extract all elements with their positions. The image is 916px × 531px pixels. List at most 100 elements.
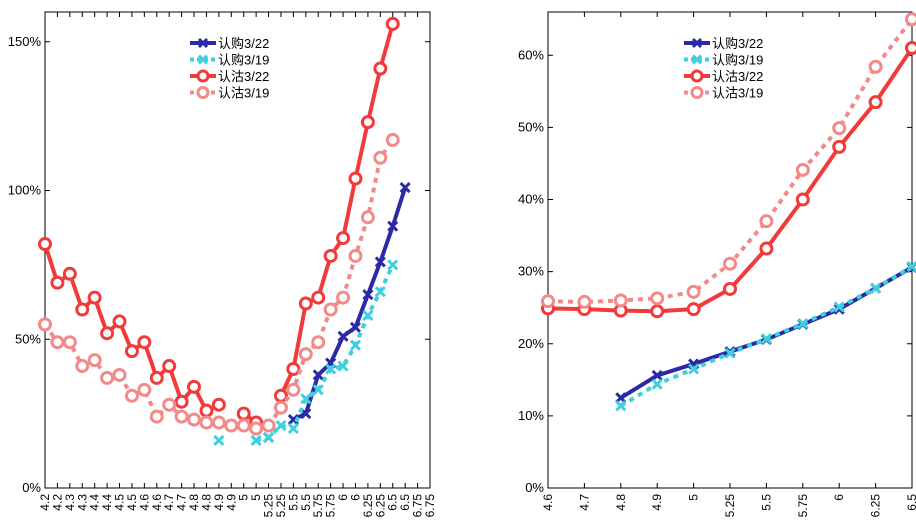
y-tick-label: 20%: [518, 336, 544, 351]
series-line: [43, 138, 395, 431]
data-point: [723, 281, 737, 296]
legend-label: 认购3/19: [218, 53, 269, 68]
data-point: [38, 317, 52, 332]
data-point: [905, 12, 916, 27]
data-point: [760, 333, 772, 345]
x-tick-label: 5: [237, 494, 251, 501]
data-point: [137, 382, 152, 397]
legend-label: 认沽3/22: [712, 69, 763, 84]
data-point: [312, 369, 324, 381]
x-tick-label: 5.75: [796, 494, 810, 518]
y-tick-label: 60%: [518, 47, 544, 62]
legend-label: 认沽3/19: [218, 86, 269, 101]
data-point: [323, 248, 338, 263]
data-point: [613, 293, 628, 308]
data-point: [373, 61, 388, 76]
data-point: [349, 321, 362, 333]
data-point: [162, 397, 177, 412]
x-tick-label: 5.75: [311, 494, 325, 518]
x-tick-label: 6: [348, 494, 362, 501]
data-point: [112, 314, 127, 329]
data-point: [174, 409, 189, 424]
data-point: [387, 259, 399, 271]
data-point: [112, 367, 127, 382]
data-point: [287, 422, 299, 435]
data-point: [870, 282, 882, 294]
data-point: [300, 393, 312, 405]
data-point: [349, 339, 362, 351]
series-3: [541, 12, 916, 309]
x-tick-label: 6.75: [411, 494, 425, 518]
data-point: [298, 347, 313, 362]
x-tick-label: 5: [249, 494, 263, 501]
series-line: [279, 23, 395, 397]
x-tick-label: 6: [832, 494, 846, 501]
data-point: [337, 330, 349, 342]
data-point: [650, 291, 665, 306]
data-point: [87, 353, 102, 368]
data-point: [38, 237, 52, 252]
data-point: [373, 150, 388, 165]
legend-marker: [690, 69, 704, 83]
data-point: [336, 290, 351, 305]
data-point: [174, 394, 189, 409]
data-point: [249, 421, 264, 436]
x-tick-label: 4.9: [650, 494, 664, 511]
y-tick-label: 0%: [525, 480, 544, 495]
data-point: [250, 434, 262, 446]
y-tick-label: 0%: [22, 480, 41, 495]
series-line: [255, 264, 395, 443]
data-point: [298, 296, 313, 311]
x-tick-label: 4.6: [150, 494, 164, 511]
x-tick-label: 5.5: [286, 494, 300, 511]
x-tick-label: 4.5: [113, 494, 127, 511]
y-tick-label: 10%: [518, 408, 544, 423]
data-point: [360, 210, 375, 225]
y-tick-label: 100%: [8, 183, 42, 198]
data-point: [385, 132, 400, 147]
data-point: [162, 359, 177, 374]
data-point: [399, 181, 411, 194]
data-point: [348, 171, 363, 186]
legend-label: 认沽3/22: [218, 69, 269, 84]
series-line: [619, 264, 914, 408]
data-point: [832, 139, 847, 154]
data-point: [686, 284, 701, 299]
y-tick-label: 150%: [8, 34, 42, 49]
data-point: [149, 370, 164, 385]
x-tick-label: 4.7: [175, 494, 189, 511]
data-point: [149, 409, 164, 424]
data-point: [75, 359, 90, 374]
data-point: [795, 162, 810, 177]
x-tick-label: 4.8: [199, 494, 213, 511]
y-tick-label: 50%: [518, 119, 544, 134]
x-tick-label: 4.3: [75, 494, 89, 511]
x-tick-label: 4.7: [162, 494, 176, 511]
legend-marker: [197, 37, 209, 49]
chart-right-strike-iv: 0% 10% 20% 30% 40% 50% 60% 4.6 4.7 4.8 4.9 5 5.25 5.5…: [518, 11, 916, 518]
x-tick-label: 4.2: [50, 494, 64, 511]
data-point: [236, 406, 251, 421]
data-point: [651, 378, 663, 390]
data-point: [868, 95, 883, 110]
data-point: [832, 121, 847, 136]
x-tick-label: 4.5: [125, 494, 139, 511]
data-point: [577, 294, 592, 309]
legend-label: 认购3/19: [712, 53, 763, 68]
x-tick-label: 4.9: [224, 494, 238, 511]
x-tick-label: 5: [687, 494, 701, 501]
legend-marker: [691, 37, 703, 49]
data-point: [833, 301, 845, 313]
data-point: [723, 256, 737, 271]
x-tick-label: 4.9: [212, 494, 226, 511]
data-point: [50, 275, 65, 290]
data-point: [75, 302, 90, 317]
y-tick-label: 50%: [15, 331, 41, 346]
x-tick-label: 4.6: [541, 494, 555, 511]
legend-marker: [690, 86, 704, 99]
data-point: [759, 241, 774, 256]
x-tick-label: 6.75: [423, 494, 437, 518]
